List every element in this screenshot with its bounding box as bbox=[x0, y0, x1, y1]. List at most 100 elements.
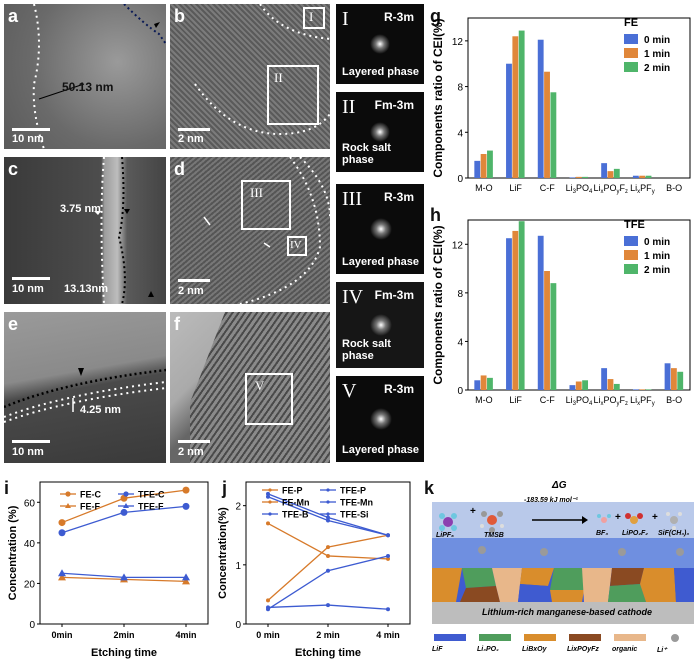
line-chart-c-f: 0 20 40 60 0min 2min 4min Etching time Concentra… bbox=[7, 481, 209, 659]
y-axis-label: Components ratio of CEI(%) bbox=[431, 18, 445, 177]
series-line-FE-P bbox=[267, 534, 389, 601]
panel-label-a: a bbox=[8, 6, 19, 26]
tem-a-overlay bbox=[32, 4, 166, 149]
tem-panel-a: a 50.13 nm 10 nm bbox=[4, 4, 166, 149]
bar-0-min-C-F bbox=[537, 39, 544, 178]
cei-layer bbox=[432, 568, 694, 602]
tem-panel-b: b I II 2 nm bbox=[170, 4, 330, 149]
x-tick-label: B-O bbox=[666, 395, 682, 405]
molecule-bf3 bbox=[597, 514, 611, 523]
measure-e: 4.25 nm bbox=[80, 404, 121, 416]
bar-2-min-LixPOyFz bbox=[613, 168, 620, 178]
point-TFE-P bbox=[326, 568, 330, 573]
legend-label: 1 min bbox=[644, 49, 670, 60]
fft-space-group-2: Fm-3m bbox=[374, 98, 414, 112]
scheme-legend-item: Li⁺ bbox=[657, 632, 700, 662]
scale-bar-d bbox=[178, 279, 210, 282]
tem-d-overlay bbox=[203, 157, 330, 304]
bar-0-min-LixPOyFz bbox=[601, 163, 608, 178]
panel-label-i: i bbox=[4, 478, 10, 498]
point-TFE-Mn bbox=[266, 494, 270, 499]
scale-bar-c bbox=[12, 277, 50, 280]
box-label-f: V bbox=[255, 378, 265, 393]
legend-label: FE-F bbox=[80, 502, 100, 512]
y-tick-label: 4 bbox=[457, 337, 463, 348]
point-FE-Mn bbox=[326, 553, 330, 558]
x-tick-label: Li3PO4 bbox=[566, 183, 593, 195]
point-TFE-F bbox=[182, 573, 190, 581]
scale-label-e: 10 nm bbox=[12, 446, 44, 458]
tem-e-overlay bbox=[4, 368, 166, 423]
bar-0-min-C-F bbox=[537, 235, 544, 390]
scheme-legend-label: Li⁺ bbox=[657, 647, 667, 654]
x-tick-label: 0 min bbox=[256, 630, 280, 640]
bar-2-min-C-F bbox=[550, 92, 557, 178]
line-chart-elements: 0 1 2 0 min 2 min 4 min Etching time Concentrat… bbox=[217, 481, 411, 659]
fft-space-group-1: R-3m bbox=[383, 10, 414, 24]
plus-sign-1: + bbox=[470, 506, 476, 517]
li-ion-icon bbox=[618, 548, 626, 556]
y-axis-label: Components ratio of CEI(%) bbox=[431, 225, 445, 384]
y-tick-label: 2 bbox=[235, 502, 241, 513]
scheme-legend-item: Li₃PO₄ bbox=[477, 632, 522, 662]
legend-swatch bbox=[569, 634, 601, 641]
bar-2-min-LiF bbox=[518, 221, 525, 390]
legend-swatch bbox=[434, 634, 466, 641]
legend-title: FE bbox=[624, 17, 638, 29]
point-FE-C bbox=[182, 486, 190, 494]
bar-2-min-M-O bbox=[487, 150, 493, 178]
point-TFE-Si bbox=[386, 607, 390, 612]
legend-marker bbox=[326, 500, 330, 504]
bar-0-min-LiF bbox=[506, 63, 512, 178]
y-tick-label: 1 bbox=[235, 561, 241, 572]
bar-chart-fe: 0 4 8 12 Components ratio of CEI(%) M-O LiF C-F… bbox=[431, 17, 691, 195]
fft-panel-2: II Fm-3m Rock salt phase bbox=[336, 92, 424, 172]
tem-panel-f: f V 2 nm bbox=[170, 312, 330, 463]
x-tick-label: M-O bbox=[475, 183, 493, 193]
scale-bar-a bbox=[12, 128, 50, 131]
y-tick-label: 0 bbox=[235, 620, 241, 631]
bar-1-min-M-O bbox=[480, 375, 487, 390]
legend-label: TFE-Si bbox=[340, 510, 369, 520]
bar-1-min-Li3PO4 bbox=[575, 176, 582, 178]
bar-1-min-LixPOyFz bbox=[607, 171, 614, 178]
plus-sign-2: + bbox=[615, 512, 621, 523]
legend-marker bbox=[65, 503, 71, 508]
scheme-legend-label: LixPOyFz bbox=[567, 646, 599, 653]
fft-phase-2: Rock salt phase bbox=[342, 142, 391, 166]
x-tick-label: LixPOyFz bbox=[593, 183, 628, 195]
scheme-legend-item: LixPOyFz bbox=[567, 632, 612, 662]
x-tick-label: 2min bbox=[113, 630, 134, 640]
energy-label: -183.59 kJ mol⁻¹ bbox=[524, 497, 578, 504]
point-TFE-P bbox=[386, 553, 390, 558]
y-tick-label: 0 bbox=[457, 174, 463, 185]
x-tick-label: LixPOyFz bbox=[593, 395, 628, 407]
bar-chart-tfe: 0 4 8 12 Components ratio of CEI(%) M-O LiF C-F… bbox=[431, 219, 691, 407]
legend-label: 0 min bbox=[644, 237, 670, 248]
panel-label-d: d bbox=[174, 159, 185, 179]
product-bf3: BF₃ bbox=[596, 530, 609, 537]
bar-0-min-LixPFy bbox=[632, 389, 639, 390]
legend-marker bbox=[65, 491, 71, 497]
scale-label-b: 2 nm bbox=[178, 133, 204, 145]
x-tick-label: 4 min bbox=[376, 630, 400, 640]
product-sif: SiF(CH₃)₃ bbox=[658, 530, 690, 537]
tem-panel-d: d III IV 2 nm bbox=[170, 157, 330, 304]
bar-0-min-Li3PO4 bbox=[569, 177, 576, 178]
li-ion-icon bbox=[671, 634, 679, 642]
fft-roman-3: III bbox=[342, 188, 362, 210]
bar-0-min-M-O bbox=[474, 160, 481, 178]
molecule-lipf6 bbox=[439, 513, 457, 531]
x-tick-label: LiF bbox=[509, 395, 522, 405]
bar-2-min-Li3PO4 bbox=[582, 176, 589, 178]
y-tick-label: 20 bbox=[24, 579, 36, 590]
bar-2-min-B-O bbox=[677, 371, 684, 390]
x-axis-label: Etching time bbox=[91, 647, 157, 659]
scale-bar-e bbox=[12, 440, 50, 443]
point-FE-Mn bbox=[266, 521, 270, 526]
molecule-tmsb bbox=[480, 511, 504, 533]
y-tick-label: 8 bbox=[457, 83, 463, 94]
tem-c-overlay bbox=[94, 157, 154, 304]
bar-2-min-C-F bbox=[550, 283, 557, 390]
x-tick-label: 2 min bbox=[316, 630, 340, 640]
